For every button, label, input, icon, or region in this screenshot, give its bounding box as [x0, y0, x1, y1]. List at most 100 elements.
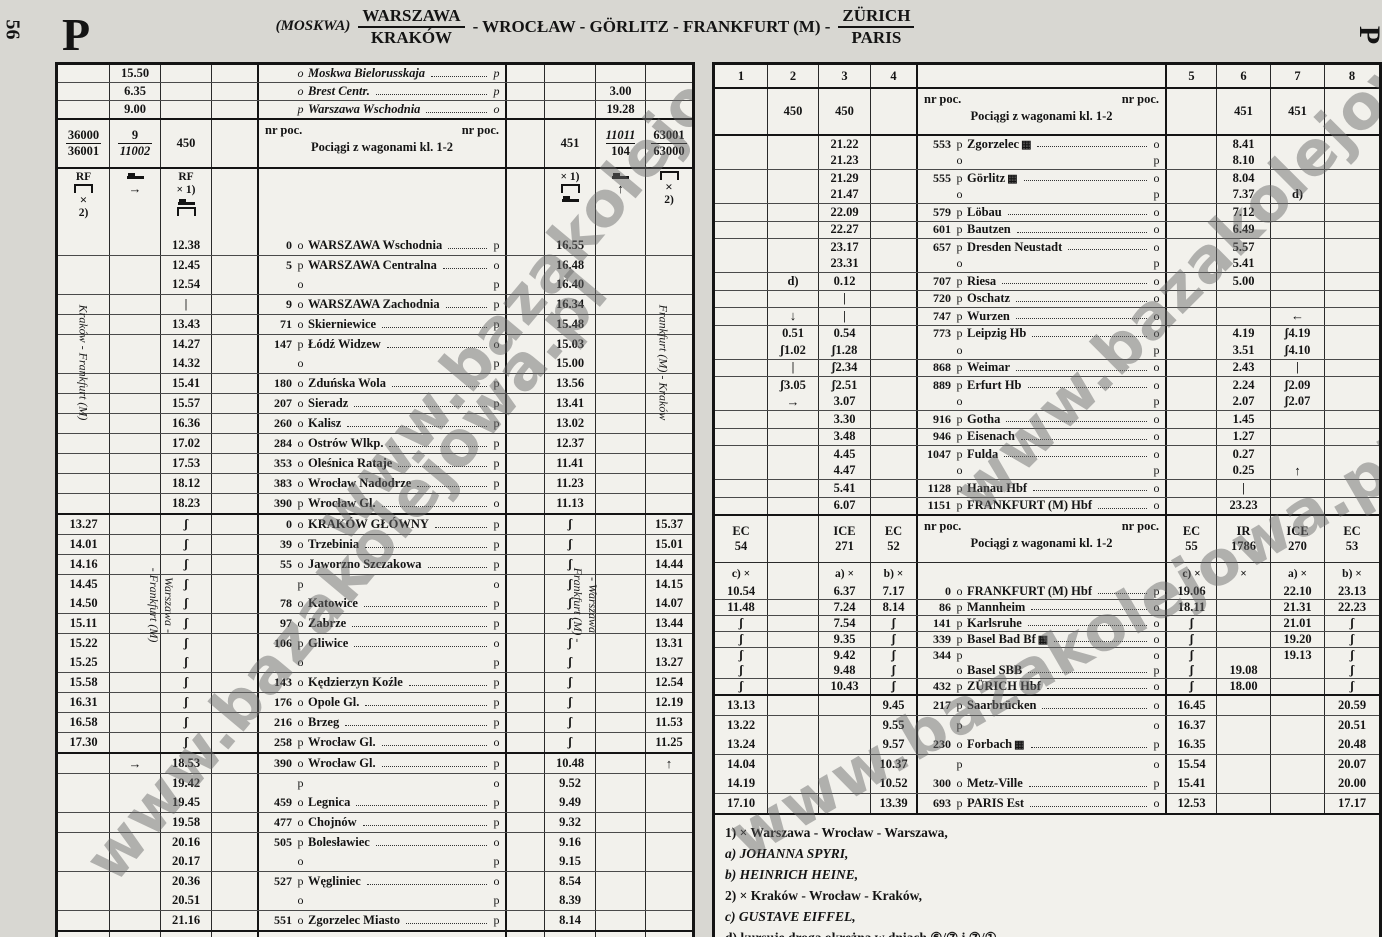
time-cell: 15.57	[161, 394, 212, 413]
empty-cell	[110, 872, 161, 891]
arrival-departure-marker: o	[297, 66, 304, 80]
arrival-departure-marker: p	[493, 376, 500, 390]
empty-cell	[768, 136, 819, 153]
arrival-departure-marker: p	[493, 537, 500, 551]
station-name: Oleśnica Rataje	[308, 456, 393, 470]
empty-cell	[715, 377, 768, 394]
station-row: 15.11 ʃ 97 o Zabrze p ʃ 13.44	[58, 613, 692, 633]
station-cell: 553 p Zgorzelec ▦ o	[918, 136, 1167, 153]
station-cell: 747 p Wurzen o	[918, 308, 1167, 325]
time-cell: 20.51	[1337, 718, 1367, 732]
empty-cell	[58, 434, 110, 453]
empty-cell	[646, 454, 692, 473]
arrival-departure-marker: o	[493, 337, 500, 351]
empty-cell	[715, 480, 768, 497]
empty-cell	[507, 733, 545, 752]
arrival-departure-marker: o	[493, 102, 500, 116]
time-cell: 21.47	[819, 186, 871, 203]
station-row: 17.53 353 o Oleśnica Rataje p 11.41	[58, 453, 692, 473]
empty-cell	[1325, 187, 1379, 204]
time-cell: 15.58	[58, 673, 110, 692]
arrival-departure-marker: p	[493, 517, 500, 531]
timetable-left: www.bazakolejowa.pl www.bazakolejowa.pl …	[55, 62, 695, 937]
time-cell: d)	[768, 273, 819, 290]
empty-cell	[58, 414, 110, 433]
time-cell: 11.23	[545, 474, 596, 493]
empty-cell	[1217, 632, 1271, 647]
arrival-departure-marker: o	[1153, 326, 1160, 341]
empty-cell	[507, 911, 545, 930]
station-row: 12.45 5 p WARSZAWA Centralna o 16.48	[58, 255, 692, 275]
dotted-leader	[1020, 430, 1147, 440]
station-cell: 300 o Metz-Ville p	[918, 774, 1167, 793]
dotted-leader	[405, 913, 487, 925]
time-cell: 12.19	[654, 695, 684, 709]
time-cell: →	[768, 393, 819, 410]
empty-cell	[1325, 342, 1379, 359]
km-value: 217	[933, 698, 951, 712]
empty-cell	[110, 474, 161, 493]
empty-cell	[596, 614, 646, 633]
arrival-departure-marker: p	[297, 874, 304, 888]
empty-cell	[871, 136, 918, 153]
arrival-departure-marker: o	[297, 715, 304, 729]
empty-cell	[58, 83, 110, 100]
time-cell: 21.31	[1271, 600, 1325, 615]
arrival-departure-marker: p	[1153, 187, 1160, 202]
empty-cell	[1271, 255, 1325, 272]
footnote-ref: 2)	[664, 193, 674, 206]
empty-cell	[871, 204, 918, 221]
empty-cell	[1271, 480, 1325, 497]
empty-cell	[596, 575, 646, 594]
column-number: 7	[596, 932, 646, 937]
empty-cell	[1325, 360, 1379, 377]
dotted-leader	[417, 476, 487, 488]
arrival-departure-marker: o	[1153, 360, 1160, 375]
dotted-leader	[1046, 680, 1147, 690]
empty-cell	[1271, 152, 1325, 169]
time-cell: 18.12	[161, 474, 212, 493]
station-name: Erfurt Hb	[967, 377, 1022, 392]
restaurant-icon: b) ×	[871, 563, 918, 584]
arrival-departure-marker: o	[493, 496, 500, 510]
arrival-departure-marker: o	[493, 835, 500, 849]
arrival-departure-marker: p	[493, 557, 500, 571]
empty-cell	[1217, 716, 1271, 735]
empty-cell	[715, 136, 768, 153]
footnote-ref: 2)	[78, 206, 89, 219]
station-cell: 1047 p Fulda o	[918, 446, 1167, 463]
empty-cell	[212, 515, 259, 534]
empty-cell	[507, 774, 545, 793]
station-row: 13.24 9.57 230 o Forbach ▦ p 16.35 20.48	[715, 735, 1379, 754]
empty-cell	[646, 101, 692, 118]
arrival-departure-marker: p	[956, 718, 963, 732]
time-cell: 3.30	[819, 411, 871, 428]
km-value: 5	[286, 258, 292, 272]
empty-cell	[715, 325, 768, 342]
arrival-departure-marker: o	[1153, 239, 1160, 254]
station-name: Zgorzelec Miasto	[308, 913, 400, 927]
km-value: 657	[933, 239, 951, 254]
station-name: Basel Bad Bf	[967, 632, 1036, 646]
nr-poc-label: nr poc.	[1121, 92, 1159, 106]
station-row: ʃ3.05 ʃ2.51 889 p Erfurt Hb o 2.24 ʃ2.09	[715, 376, 1379, 394]
frankfurt-zurich-section: 10.54 6.37 7.17 0 o FRANKFURT (M) Hbf p 19.06 22…	[715, 584, 1379, 694]
arrival-departure-marker: p	[956, 411, 963, 426]
empty-cell	[507, 754, 545, 773]
time-cell: 7.54	[819, 616, 871, 631]
km-value: 390	[274, 756, 292, 770]
dotted-leader	[1032, 327, 1147, 337]
time-cell: 13.13	[715, 696, 768, 715]
station-row: 12.54 o p 16.40	[58, 275, 692, 294]
empty-cell	[715, 497, 768, 514]
empty-cell	[1271, 136, 1325, 153]
arrival-departure-marker: o	[297, 317, 304, 331]
saarbruecken-paris-section: 13.13 9.45 217 p Saarbrücken o 16.45 20.59 13.22…	[715, 694, 1379, 813]
time-cell: 9.00	[110, 101, 161, 118]
empty-cell	[1271, 239, 1325, 256]
empty-cell	[1271, 696, 1325, 715]
arrival-departure-marker: p	[297, 102, 304, 116]
km-value: 106	[274, 636, 292, 650]
